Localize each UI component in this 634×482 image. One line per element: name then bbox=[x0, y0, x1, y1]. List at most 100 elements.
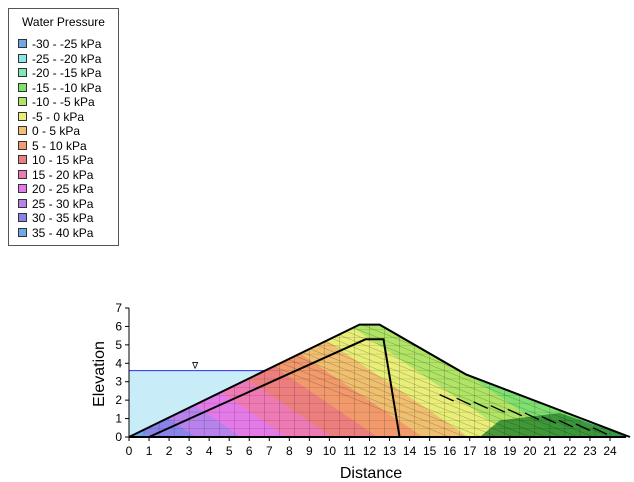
axes: 0 1 2 3 4 5 6 7 8 9 10 11 12 13 14 15 16 17 18 19 20 21 22 23 24… bbox=[115, 301, 617, 458]
legend-swatch bbox=[18, 140, 27, 150]
embankment-outline bbox=[128, 323, 631, 438]
x-tick-label: 6 bbox=[246, 444, 253, 458]
mesh-line bbox=[329, 324, 611, 437]
x-tick-label: 7 bbox=[266, 444, 273, 458]
core-outline bbox=[148, 338, 401, 438]
legend-label: -10 - -5 kPa bbox=[32, 95, 95, 109]
legend-swatch bbox=[18, 198, 27, 208]
legend-label: 35 - 40 kPa bbox=[32, 225, 94, 240]
mesh-line bbox=[297, 324, 578, 437]
legend-label: -30 - -25 kPa bbox=[32, 37, 102, 51]
y-tick-label: 2 bbox=[115, 393, 122, 407]
legend-label: 10 - 15 kPa bbox=[32, 153, 94, 167]
dam-outline bbox=[128, 323, 631, 438]
x-tick-label: 12 bbox=[363, 444, 377, 458]
mesh-line bbox=[281, 324, 562, 437]
flow-arrow bbox=[558, 419, 574, 428]
legend-label: 15 - 20 kPa bbox=[32, 167, 94, 182]
flow-arrow bbox=[592, 427, 608, 435]
legend-swatch bbox=[18, 184, 27, 193]
x-tick-label: 24 bbox=[603, 444, 617, 458]
x-tick-label: 14 bbox=[403, 444, 417, 458]
legend-label: 25 - 30 kPa bbox=[32, 196, 94, 211]
legend-item: 0 - 5 kPa bbox=[18, 124, 118, 138]
legend-item: 30 - 35 kPa bbox=[18, 211, 118, 225]
water-level-marker: ∇ bbox=[191, 361, 199, 371]
flow-arrow bbox=[507, 408, 523, 417]
legend-item: 25 - 30 kPa bbox=[18, 197, 118, 211]
x-tick-label: 16 bbox=[443, 444, 457, 458]
legend-label: -15 - -10 kPa bbox=[32, 80, 102, 95]
y-tick-label: 1 bbox=[115, 412, 122, 426]
x-tick-label: 4 bbox=[206, 444, 213, 458]
x-tick-label: 19 bbox=[503, 444, 517, 458]
legend-label: -25 - -20 kPa bbox=[32, 51, 102, 66]
legend-label: 5 - 10 kPa bbox=[32, 138, 87, 153]
legend-label: 20 - 25 kPa bbox=[32, 182, 94, 196]
y-tick-label: 6 bbox=[115, 319, 122, 333]
legend-swatch bbox=[18, 227, 27, 237]
flow-arrow bbox=[456, 397, 471, 406]
legend-item: -25 - -20 kPa bbox=[18, 52, 118, 66]
y-axis-label: Elevation bbox=[91, 341, 108, 407]
legend-label: -5 - 0 kPa bbox=[32, 109, 85, 124]
mesh-line bbox=[313, 324, 595, 437]
x-tick-label: 1 bbox=[146, 444, 153, 458]
legend-item: -15 - -10 kPa bbox=[18, 81, 118, 95]
x-tick-label: 17 bbox=[463, 444, 477, 458]
legend-item: 20 - 25 kPa bbox=[18, 182, 118, 196]
x-tick-label: 21 bbox=[543, 444, 557, 458]
x-tick-label: 20 bbox=[523, 444, 537, 458]
legend-item: 35 - 40 kPa bbox=[18, 226, 118, 240]
flow-arrow bbox=[541, 416, 557, 424]
x-tick-label: 9 bbox=[306, 444, 313, 458]
legend-label: 30 - 35 kPa bbox=[32, 211, 94, 225]
toe-region bbox=[479, 413, 630, 437]
legend-item: -30 - -25 kPa bbox=[18, 37, 118, 51]
legend-swatch bbox=[18, 126, 27, 135]
legend-swatch bbox=[18, 68, 27, 77]
legend-swatch bbox=[18, 97, 27, 106]
flow-arrow bbox=[490, 405, 506, 413]
legend-item: 5 - 10 kPa bbox=[18, 139, 118, 153]
legend-swatch bbox=[18, 39, 27, 48]
legend-swatch bbox=[18, 53, 27, 63]
legend-item: 10 - 15 kPa bbox=[18, 153, 118, 167]
x-tick-label: 23 bbox=[583, 444, 597, 458]
legend-item: -5 - 0 kPa bbox=[18, 110, 118, 124]
x-tick-label: 13 bbox=[383, 444, 397, 458]
flow-arrow bbox=[524, 412, 540, 421]
x-tick-label: 11 bbox=[343, 444, 356, 458]
x-tick-label: 5 bbox=[226, 444, 233, 458]
legend: Water Pressure -30 - -25 kPa -25 - -20 kP… bbox=[8, 8, 119, 246]
pressure-band bbox=[297, 324, 561, 437]
legend-item: 15 - 20 kPa bbox=[18, 168, 118, 182]
legend-swatch bbox=[18, 169, 27, 179]
x-tick-label: 2 bbox=[166, 444, 173, 458]
y-tick-label: 3 bbox=[115, 375, 122, 389]
flow-arrow bbox=[473, 401, 489, 410]
y-tick-label: 4 bbox=[115, 356, 122, 370]
x-tick-label: 15 bbox=[423, 444, 437, 458]
legend-item: -20 - -15 kPa bbox=[18, 66, 118, 80]
y-tick-label: 0 bbox=[115, 430, 122, 444]
x-tick-label: 0 bbox=[126, 444, 133, 458]
y-tick-label: 7 bbox=[115, 301, 122, 315]
legend-item: -10 - -5 kPa bbox=[18, 95, 118, 109]
y-tick-label: 5 bbox=[115, 338, 122, 352]
legend-label: -20 - -15 kPa bbox=[32, 66, 102, 80]
flow-arrow bbox=[575, 423, 591, 432]
legend-swatch bbox=[18, 213, 27, 222]
x-tick-label: 8 bbox=[286, 444, 293, 458]
legend-label: 0 - 5 kPa bbox=[32, 124, 81, 138]
legend-title: Water Pressure bbox=[22, 15, 105, 29]
legend-swatch bbox=[18, 155, 27, 164]
x-tick-label: 10 bbox=[323, 444, 337, 458]
x-tick-label: 18 bbox=[483, 444, 497, 458]
legend-swatch bbox=[18, 82, 27, 92]
flow-arrow bbox=[439, 394, 454, 402]
x-tick-label: 22 bbox=[563, 444, 577, 458]
legend-swatch bbox=[18, 111, 27, 121]
x-axis-label: Distance bbox=[340, 465, 402, 482]
